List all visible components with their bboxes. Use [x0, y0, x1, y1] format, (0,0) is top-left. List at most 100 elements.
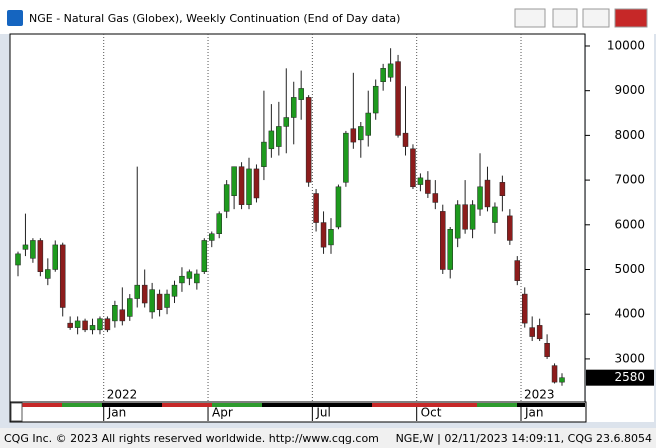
candle-body — [246, 168, 252, 205]
year-label: 2023 — [524, 388, 555, 402]
candle-body — [305, 97, 312, 183]
candle-body — [335, 186, 342, 228]
close-button[interactable] — [614, 8, 648, 28]
candle-body — [112, 305, 118, 322]
app-icon — [7, 10, 23, 26]
strip — [517, 403, 585, 407]
candle-body — [59, 244, 66, 308]
candle-body — [544, 343, 550, 357]
candle-body — [127, 298, 133, 317]
candle-body — [89, 325, 96, 331]
y-tick-label: 7000 — [614, 173, 645, 187]
candle-body — [372, 85, 379, 114]
x-tick-label: Oct — [421, 406, 442, 420]
footer-left: CQG Inc. © 2023 All rights reserved worl… — [4, 432, 379, 445]
scroll-handle[interactable] — [10, 402, 23, 422]
candle-body — [156, 293, 163, 310]
candle-body — [52, 244, 59, 270]
title-bar — [0, 0, 656, 34]
candle-body — [350, 128, 357, 143]
candle-body — [22, 244, 29, 250]
candle-body — [30, 240, 36, 259]
candle-body — [477, 186, 483, 210]
candle-body — [507, 215, 513, 241]
candle-body — [320, 222, 327, 248]
link-button[interactable] — [514, 8, 546, 28]
candle-body — [261, 141, 267, 167]
candle-body — [134, 284, 140, 299]
candle-body — [201, 240, 208, 272]
candle-body — [440, 211, 446, 270]
candle-body — [402, 132, 409, 147]
last-price-label: 2580 — [614, 370, 645, 384]
maximize-button[interactable] — [582, 8, 610, 28]
candle-body — [276, 126, 282, 147]
candle-body — [425, 179, 431, 194]
strip — [162, 403, 212, 407]
candle-body — [484, 179, 491, 208]
candle-body — [45, 269, 51, 279]
candle-body — [536, 325, 543, 340]
candle-body — [164, 293, 170, 308]
candle-body — [37, 240, 44, 272]
window-title: NGE - Natural Gas (Globex), Weekly Conti… — [29, 12, 400, 25]
candle-body — [358, 126, 364, 141]
candle-body — [395, 61, 401, 136]
candle-body — [82, 320, 88, 331]
candle-body — [432, 193, 439, 203]
candle-body — [454, 204, 461, 239]
candle-body — [238, 166, 245, 205]
price-axis — [586, 34, 654, 422]
candle-body — [149, 289, 155, 313]
candle-body — [410, 148, 416, 188]
y-tick-label: 10000 — [607, 38, 645, 52]
x-tick-label: Jan — [524, 406, 544, 420]
strip — [62, 403, 102, 407]
candle-body — [268, 130, 275, 150]
candle-body — [171, 284, 178, 297]
candle-body — [104, 318, 111, 331]
candle-body — [417, 177, 424, 185]
candle-body — [499, 182, 506, 196]
y-tick-label: 3000 — [614, 351, 645, 365]
x-tick-label: Apr — [212, 406, 233, 420]
candle-body — [179, 275, 185, 284]
minimize-button[interactable] — [552, 8, 578, 28]
candle-body — [15, 253, 21, 266]
x-tick-label: Jan — [107, 406, 127, 420]
last-price-box — [586, 369, 654, 386]
candle-body — [194, 273, 200, 284]
candle-body — [365, 112, 371, 136]
y-tick-label: 8000 — [614, 128, 645, 142]
strip — [212, 403, 262, 407]
candle-body — [119, 309, 126, 322]
candle-body — [551, 365, 558, 383]
candle-body — [283, 117, 290, 127]
strip — [22, 403, 62, 407]
candle-body — [447, 229, 453, 270]
candle-body — [141, 284, 148, 304]
candle-body — [67, 322, 73, 328]
candle-body — [380, 68, 386, 82]
candle-body — [216, 213, 222, 234]
candle-body — [223, 184, 230, 212]
strip — [477, 403, 517, 407]
candle-body — [231, 166, 237, 196]
y-tick-label: 5000 — [614, 262, 645, 276]
candle-body — [253, 168, 260, 199]
candle-body — [462, 204, 468, 230]
candle-body — [290, 97, 297, 118]
candle-body — [521, 293, 528, 324]
candle-body — [328, 229, 334, 246]
candle-body — [387, 63, 394, 78]
strip — [262, 403, 372, 407]
candle-body — [514, 260, 521, 281]
y-tick-label: 4000 — [614, 307, 645, 321]
candle-body — [74, 320, 81, 328]
strip — [102, 403, 162, 407]
strip — [432, 403, 477, 407]
candle-body — [469, 204, 476, 230]
strip — [372, 403, 432, 407]
candle-body — [559, 377, 565, 383]
